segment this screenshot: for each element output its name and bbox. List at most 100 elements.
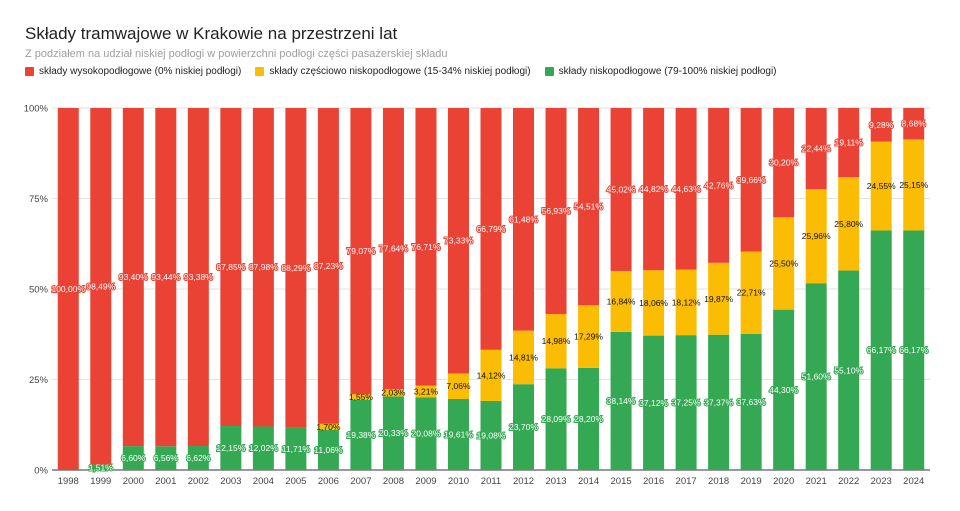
data-label: 19,87% bbox=[704, 294, 733, 304]
bar-segment bbox=[708, 334, 730, 470]
data-label: 44,30% bbox=[769, 385, 798, 395]
x-tick-label: 2002 bbox=[188, 476, 209, 487]
data-label: 100,00% bbox=[51, 284, 85, 294]
data-label: 55,10% bbox=[834, 365, 863, 375]
bar-segment bbox=[480, 400, 502, 470]
data-label: 87,23% bbox=[314, 261, 343, 271]
data-label: 61,48% bbox=[509, 214, 538, 224]
bar-segment bbox=[643, 108, 665, 271]
bar-segment bbox=[480, 349, 502, 401]
x-tick-label: 2000 bbox=[123, 476, 144, 487]
data-label: 3,21% bbox=[414, 387, 439, 397]
bar-segment bbox=[675, 108, 697, 270]
x-tick-label: 2012 bbox=[513, 476, 534, 487]
data-label: 30,20% bbox=[769, 158, 798, 168]
data-label: 6,62% bbox=[186, 453, 211, 463]
x-tick-label: 2004 bbox=[253, 476, 274, 487]
bar-segment bbox=[643, 335, 665, 470]
bar-segment bbox=[610, 270, 632, 332]
bar-segment bbox=[903, 139, 925, 231]
bar-segment bbox=[220, 108, 242, 427]
bar-segment bbox=[513, 108, 535, 331]
bar-segment bbox=[805, 189, 827, 284]
bar-segment bbox=[415, 385, 437, 398]
bar-segment bbox=[578, 367, 600, 470]
data-label: 6,56% bbox=[154, 453, 179, 463]
legend-item-high-floor[interactable]: składy wysokopodłogowe (0% niskiej podło… bbox=[25, 66, 241, 77]
data-label: 42,76% bbox=[704, 180, 733, 190]
legend-item-low-floor[interactable]: składy niskopodłogowe (79-100% niskiej p… bbox=[544, 66, 777, 77]
data-label: 24,55% bbox=[867, 181, 896, 191]
data-label: 2,03% bbox=[381, 388, 406, 398]
bar-segment bbox=[838, 270, 860, 470]
bar-segment bbox=[578, 108, 600, 306]
data-label: 98,49% bbox=[86, 281, 115, 291]
x-tick-label: 2017 bbox=[676, 476, 697, 487]
bar-segment bbox=[350, 394, 372, 400]
y-tick-label: 100% bbox=[24, 104, 49, 115]
data-label: 20,08% bbox=[412, 429, 441, 439]
bar-segment bbox=[382, 108, 404, 390]
bar-segment bbox=[317, 423, 339, 430]
bar-segment bbox=[252, 426, 274, 470]
data-label: 18,12% bbox=[672, 297, 701, 307]
bar-segment bbox=[155, 446, 177, 470]
legend-label-high-floor: składy wysokopodłogowe (0% niskiej podło… bbox=[39, 66, 242, 77]
data-label: 37,25% bbox=[672, 398, 701, 408]
bar-segment bbox=[122, 446, 144, 470]
bar-segment bbox=[610, 108, 632, 271]
x-tick-label: 2010 bbox=[448, 476, 469, 487]
bar-segment bbox=[838, 107, 860, 178]
data-label: 66,17% bbox=[899, 345, 928, 355]
bar-segment bbox=[382, 396, 404, 470]
bar-segment bbox=[57, 108, 79, 470]
bar-segment bbox=[350, 399, 372, 470]
bar-segment bbox=[773, 108, 795, 218]
data-label: 14,81% bbox=[509, 352, 538, 362]
bar-segment bbox=[415, 108, 437, 386]
bar-segment bbox=[350, 108, 372, 395]
data-label: 66,79% bbox=[477, 224, 506, 234]
x-tick-label: 2003 bbox=[220, 476, 241, 487]
data-label: 8,68% bbox=[902, 119, 927, 129]
data-label: 93,44% bbox=[151, 272, 180, 282]
data-label: 93,38% bbox=[184, 272, 213, 282]
bar-segment bbox=[708, 262, 730, 335]
data-label: 56,93% bbox=[542, 206, 571, 216]
bar-segment bbox=[415, 397, 437, 470]
bar-segment bbox=[903, 230, 925, 470]
bar-segment bbox=[870, 230, 892, 470]
bar-segment bbox=[903, 108, 925, 140]
bar-segment bbox=[447, 373, 469, 400]
bar-segment bbox=[740, 251, 762, 334]
x-tick-label: 2016 bbox=[643, 476, 664, 487]
bar-segment bbox=[285, 108, 307, 428]
chart-subtitle: Z podziałem na udział niskiej podłogi w … bbox=[25, 48, 448, 60]
x-tick-label: 2007 bbox=[350, 476, 371, 487]
bar-segment bbox=[90, 108, 112, 465]
bar-segment bbox=[870, 141, 892, 231]
data-label: 14,12% bbox=[477, 370, 506, 380]
bar-segment bbox=[675, 335, 697, 470]
x-tick-label: 2023 bbox=[871, 476, 892, 487]
bar-segment bbox=[545, 368, 567, 470]
data-label: 87,85% bbox=[216, 262, 245, 272]
data-label: 22,44% bbox=[802, 144, 831, 154]
data-label: 44,63% bbox=[672, 184, 701, 194]
bar-segment bbox=[447, 108, 469, 374]
legend-item-partial-low-floor[interactable]: składy częściowo niskopodłogowe (15-34% … bbox=[255, 66, 531, 77]
x-tick-label: 2008 bbox=[383, 476, 404, 487]
x-tick-label: 2014 bbox=[578, 476, 599, 487]
chart-title: Składy tramwajowe w Krakowie na przestrz… bbox=[25, 24, 398, 43]
data-label: 19,08% bbox=[477, 430, 506, 440]
data-label: 25,80% bbox=[834, 219, 863, 229]
x-tick-label: 2021 bbox=[806, 476, 827, 487]
data-label: 39,66% bbox=[737, 175, 766, 185]
data-label: 38,14% bbox=[607, 396, 636, 406]
bar-segment bbox=[545, 314, 567, 369]
x-tick-label: 2001 bbox=[155, 476, 176, 487]
data-label: 11,71% bbox=[282, 444, 311, 454]
data-label: 11,06% bbox=[314, 445, 343, 455]
chart-legend: składy wysokopodłogowe (0% niskiej podło… bbox=[25, 66, 777, 77]
